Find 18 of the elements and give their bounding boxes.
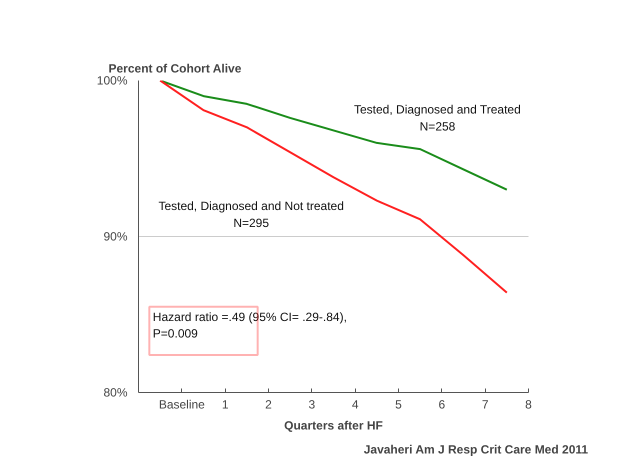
y-tick-label: 100% [96, 74, 128, 88]
x-axis-title: Quarters after HF [284, 418, 383, 432]
x-tick-label: 4 [352, 398, 359, 412]
x-tick-label: Baseline [158, 398, 206, 412]
annotation: Hazard ratio =.49 (95% CI= .29-.84), P=0.009 [152, 310, 347, 341]
x-tick-label: 6 [438, 398, 446, 412]
series-label: Tested, Diagnosed and Not treated N=295 [158, 199, 344, 230]
x-tick-label: 8 [525, 398, 532, 412]
x-tick-label: 5 [395, 398, 402, 412]
x-tick-label: 3 [308, 398, 316, 412]
series-label: Tested, Diagnosed and Treated N=258 [354, 102, 521, 134]
y-tick-label: 80% [103, 386, 128, 400]
text: Javaheri Am J Resp Crit Care Med 2011 [364, 442, 588, 456]
x-tick-label: 1 [222, 398, 229, 412]
chart-title: Percent of Cohort Alive [108, 62, 242, 76]
y-tick-label: 90% [103, 230, 128, 244]
x-tick-label: 2 [265, 398, 272, 412]
x-tick-label: 7 [482, 398, 489, 412]
